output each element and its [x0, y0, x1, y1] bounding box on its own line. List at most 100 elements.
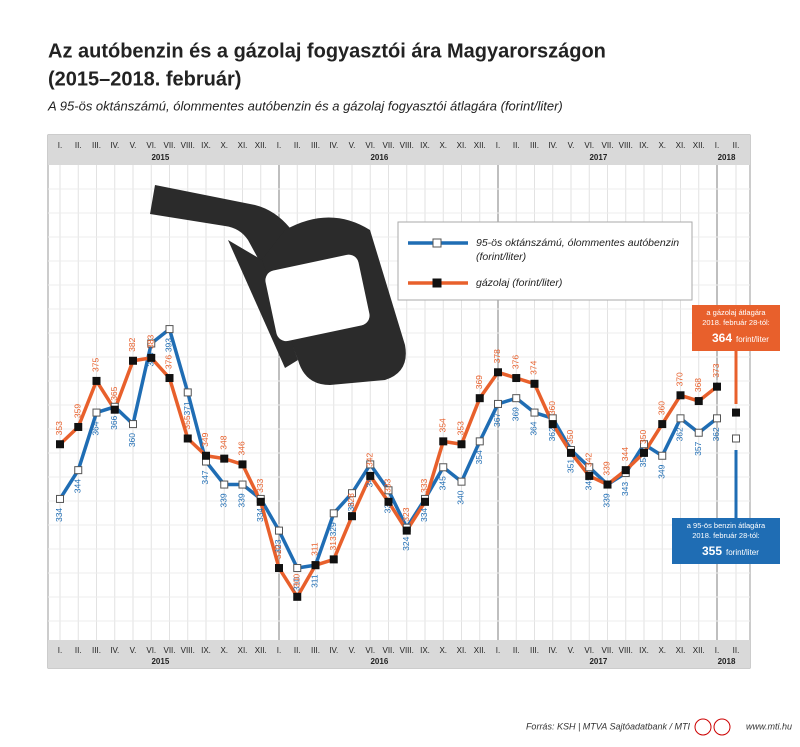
callout-value: 355	[702, 544, 722, 558]
month-label: XII.	[474, 646, 486, 655]
month-label: VIII.	[619, 141, 633, 150]
data-label: 378	[492, 349, 502, 363]
month-label: X.	[658, 646, 666, 655]
website: www.mti.hu	[746, 721, 792, 731]
plot-frame	[47, 134, 751, 669]
month-label: VI.	[146, 141, 156, 150]
data-label: 373	[711, 363, 721, 377]
data-point	[694, 397, 703, 406]
month-label: IV.	[110, 646, 119, 655]
month-label: IX.	[201, 646, 211, 655]
month-label: XII.	[474, 141, 486, 150]
data-point	[585, 471, 594, 480]
data-point	[402, 526, 411, 535]
data-point	[165, 374, 174, 383]
data-label: 349	[657, 464, 667, 478]
data-point	[658, 451, 667, 460]
month-label: XII.	[693, 646, 705, 655]
data-point	[183, 434, 192, 443]
month-label: I.	[277, 646, 281, 655]
month-label: II.	[75, 646, 82, 655]
data-point	[694, 428, 703, 437]
year-label: 2017	[589, 153, 607, 162]
callout-box	[692, 305, 780, 351]
data-label: 362	[547, 427, 557, 441]
month-label: II.	[733, 141, 740, 150]
logo	[713, 718, 731, 736]
month-label: XI.	[457, 646, 467, 655]
data-label: 376	[511, 355, 521, 369]
data-label: 342	[584, 453, 594, 467]
data-point	[384, 486, 393, 495]
month-label: VII.	[601, 646, 613, 655]
data-point	[530, 408, 539, 417]
month-label: V.	[130, 646, 137, 655]
fuel-nozzle-icon	[150, 185, 406, 385]
data-point	[129, 356, 137, 365]
data-label: 339	[602, 493, 612, 507]
data-label: 362	[675, 427, 685, 441]
data-point	[713, 382, 721, 391]
data-label: 367	[492, 413, 502, 427]
data-label: 371	[182, 401, 192, 415]
month-label: III.	[92, 141, 101, 150]
data-point	[92, 408, 101, 417]
data-point	[640, 448, 648, 457]
legend-label: 95-ös oktánszámú, ólommentes autóbenzin	[476, 237, 679, 249]
data-label: 362	[711, 427, 721, 441]
month-label: IX.	[420, 646, 430, 655]
data-point	[640, 440, 648, 449]
month-label: V.	[568, 141, 575, 150]
data-point	[56, 494, 64, 503]
data-label: 333	[255, 478, 265, 492]
callout-box	[672, 518, 780, 564]
month-label: XI.	[676, 141, 686, 150]
data-label: 353	[456, 421, 466, 435]
data-point	[457, 477, 466, 486]
data-label: 323	[273, 539, 283, 553]
data-point	[275, 526, 283, 535]
month-label: I.	[58, 646, 62, 655]
data-label: 348	[219, 435, 229, 449]
month-label: VI.	[584, 141, 594, 150]
data-point	[512, 394, 521, 403]
data-label: 374	[529, 360, 539, 374]
legend-marker	[432, 238, 442, 248]
header-band	[48, 135, 750, 165]
data-point	[658, 420, 667, 429]
month-label: VII.	[382, 646, 394, 655]
data-label: 376	[164, 355, 174, 369]
data-point	[311, 561, 320, 570]
data-label: 333	[383, 478, 393, 492]
month-label: VI.	[584, 646, 594, 655]
year-label: 2017	[589, 657, 607, 666]
data-point	[329, 555, 338, 564]
data-label: 323	[401, 507, 411, 521]
month-label: X.	[220, 141, 228, 150]
data-label: 365	[109, 386, 119, 400]
data-point	[348, 512, 356, 521]
data-label: 355	[182, 415, 192, 429]
data-point	[457, 440, 466, 449]
data-point	[421, 497, 429, 506]
data-point	[293, 564, 302, 573]
month-label: IV.	[329, 646, 338, 655]
month-label: XI.	[238, 141, 248, 150]
month-label: X.	[658, 141, 666, 150]
year-label: 2018	[718, 153, 736, 162]
data-label: 334	[419, 508, 429, 522]
month-label: IX.	[639, 646, 649, 655]
data-label: 311	[310, 542, 320, 556]
callout-value: 364	[712, 331, 732, 345]
month-label: IX.	[639, 141, 649, 150]
data-label: 343	[620, 482, 630, 496]
data-label: 336	[346, 502, 356, 516]
data-label: 328	[346, 493, 356, 507]
callout-text: 2018. február 28-tól:	[692, 531, 760, 540]
data-label: 368	[693, 378, 703, 392]
data-point	[74, 422, 83, 431]
data-point	[494, 399, 502, 408]
data-point	[384, 497, 393, 506]
data-label: 345	[438, 476, 448, 490]
